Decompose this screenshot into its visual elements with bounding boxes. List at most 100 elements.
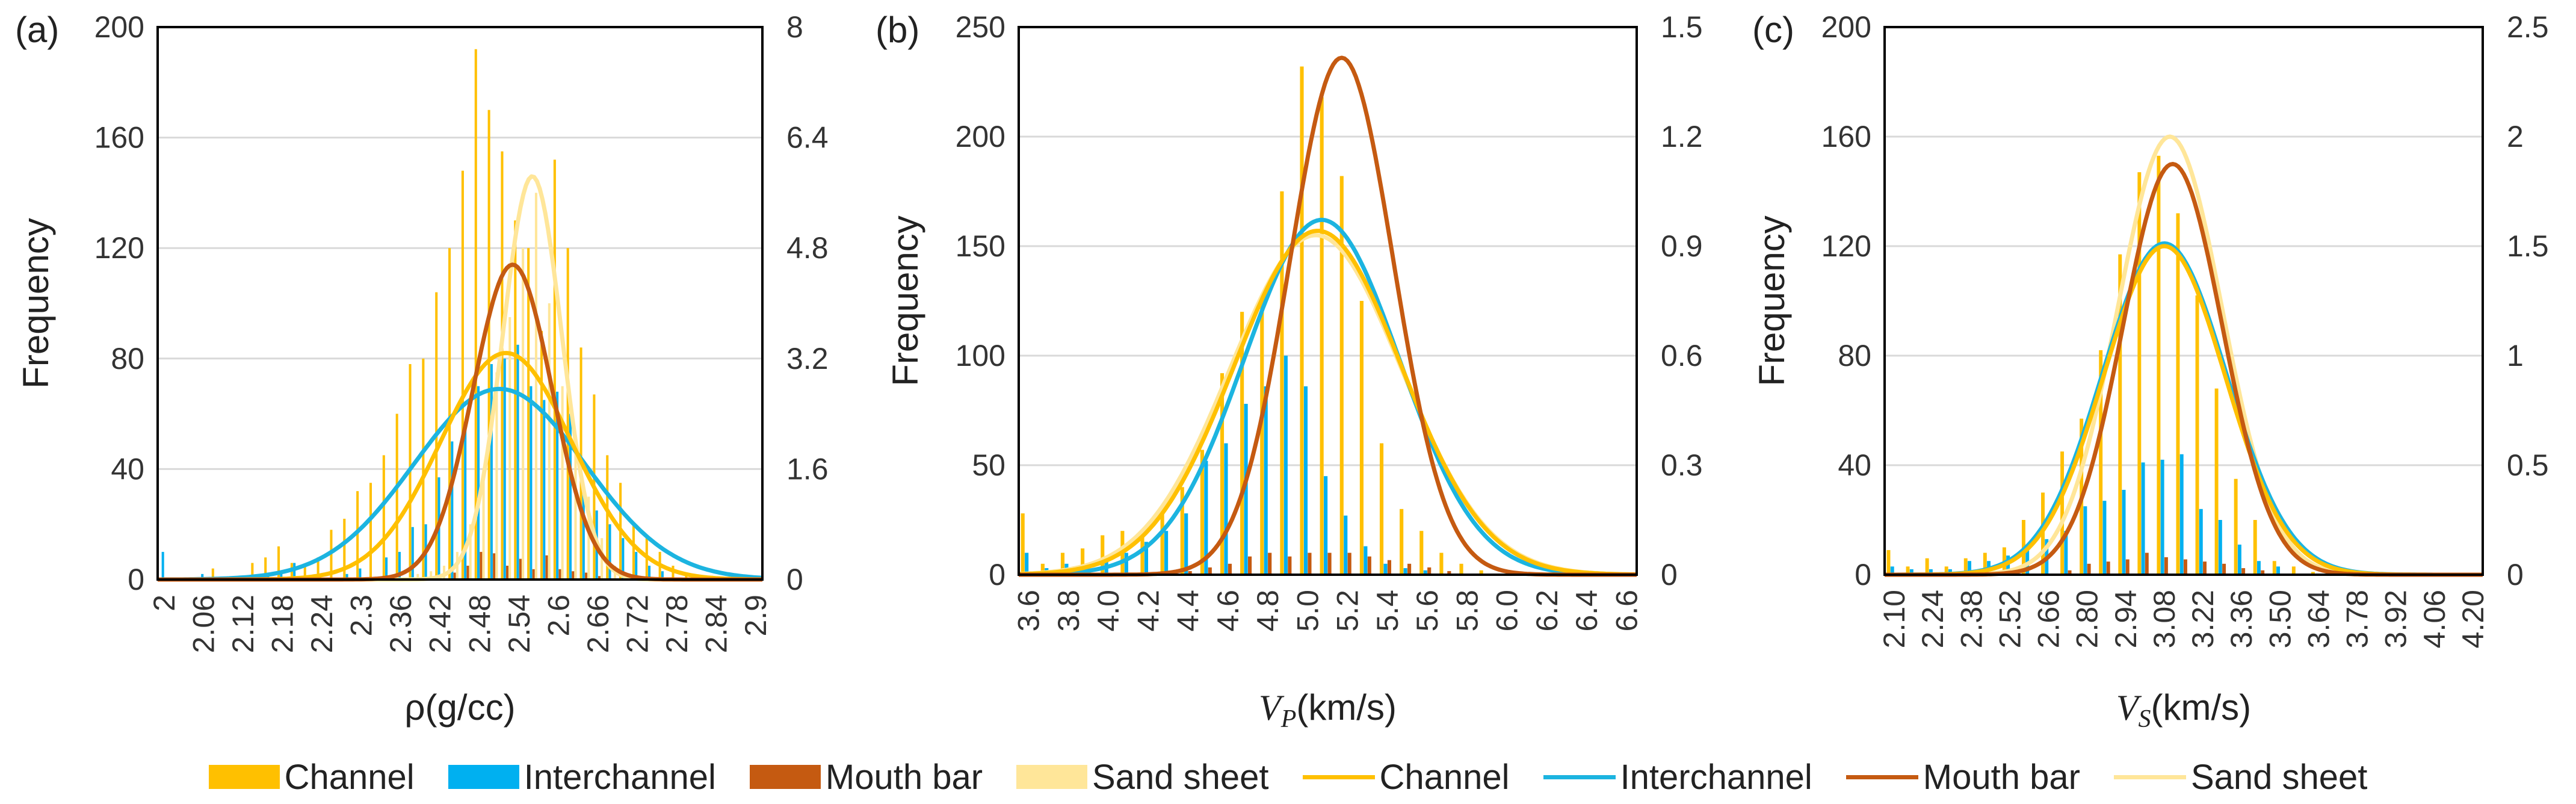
bar-interchannel xyxy=(2102,501,2107,575)
bar-channel xyxy=(1160,513,1164,575)
bar-channel xyxy=(2060,451,2065,575)
panel-label: (a) xyxy=(15,10,59,50)
fit-curve-interchannel xyxy=(1019,217,1637,577)
bar-interchannel xyxy=(1344,515,1348,575)
x-tick-label: 3.64 xyxy=(2302,590,2336,648)
bar-mouth-bar xyxy=(2261,570,2265,575)
x-tick-label: 2.3 xyxy=(345,595,378,637)
x-tick-label: 2.66 xyxy=(581,595,615,653)
bar-interchannel xyxy=(1184,513,1188,575)
bar-sand-sheet xyxy=(482,469,485,580)
x-tick-label: 2.80 xyxy=(2071,590,2104,648)
x-tick-label: 3.50 xyxy=(2263,590,2297,648)
x-tick-label: 4.0 xyxy=(1092,590,1125,632)
fit-curve-mouth-bar xyxy=(158,262,762,582)
x-tick-label: 6.6 xyxy=(1610,590,1643,632)
x-tick-label: 2.36 xyxy=(384,595,418,653)
plot-frame xyxy=(156,26,764,581)
bar-mouth-bar xyxy=(1308,552,1312,575)
bar-interchannel xyxy=(1144,542,1149,575)
bar-channel xyxy=(1240,312,1244,575)
y2-tick-label: 2.5 xyxy=(2507,10,2549,44)
bar-mouth-bar xyxy=(2203,561,2207,575)
bar-channel xyxy=(1200,450,1204,575)
bar-channel xyxy=(1419,531,1424,575)
bar-mouth-bar xyxy=(1387,560,1392,575)
legend-swatch xyxy=(1016,765,1088,789)
x-axis-label-main: V xyxy=(2116,688,2142,728)
bar-mouth-bar xyxy=(1188,571,1192,575)
bar-mouth-bar xyxy=(466,566,469,580)
bar-mouth-bar xyxy=(1407,563,1412,575)
bar-channel xyxy=(277,546,280,580)
bar-sand-sheet xyxy=(534,193,537,580)
bar-sand-sheet xyxy=(548,303,551,580)
y-tick-label: 160 xyxy=(1821,120,1871,153)
bar-interchannel xyxy=(2276,566,2281,575)
bar-mouth-bar xyxy=(1247,556,1252,575)
bar-channel xyxy=(1925,558,1929,575)
bar-channel xyxy=(1439,552,1444,575)
x-tick-label: 2.94 xyxy=(2109,590,2143,648)
plot-frame xyxy=(1018,26,1638,576)
bar-mouth-bar xyxy=(505,566,509,580)
legend-item-line-sand-sheet: Sand sheet xyxy=(2113,757,2367,797)
bar-channel xyxy=(501,151,504,580)
y-tick-label: 250 xyxy=(956,10,1005,44)
bar-mouth-bar xyxy=(1268,552,1272,575)
bar-channel xyxy=(1300,66,1304,575)
bar-channel xyxy=(2099,350,2103,575)
bar-mouth-bar xyxy=(2184,559,2187,575)
bar-interchannel xyxy=(2122,489,2126,575)
bar-channel xyxy=(1459,563,1463,575)
legend-item-line-interchannel: Interchannel xyxy=(1543,757,1812,797)
legend-swatch xyxy=(749,765,821,789)
bar-interchannel xyxy=(1364,546,1368,575)
legend-label: Channel xyxy=(1379,757,1510,797)
y2-tick-label: 0.9 xyxy=(1661,229,1703,263)
bar-interchannel xyxy=(582,488,585,580)
y-tick-label: 0 xyxy=(1855,558,1871,592)
y2-tick-label: 1 xyxy=(2507,339,2524,373)
bar-mouth-bar xyxy=(453,572,456,580)
bar-interchannel xyxy=(2025,547,2030,575)
y-tick-label: 80 xyxy=(111,342,144,376)
y2-tick-label: 1.5 xyxy=(1661,10,1703,44)
panel-2: 0 50 100 150 200 250 0 0.3 0.6 0.9 1.2 1.5 3.6 3.8 4.0… xyxy=(876,10,1703,733)
bar-channel xyxy=(382,455,385,580)
bar-interchannel xyxy=(622,538,625,580)
x-tick-label: 5.2 xyxy=(1331,590,1365,632)
x-tick-label: 2.38 xyxy=(1954,590,1988,648)
bar-channel xyxy=(303,566,306,580)
bar-mouth-bar xyxy=(2106,561,2110,575)
bar-mouth-bar xyxy=(558,569,561,580)
bar-interchannel xyxy=(516,344,519,580)
bar-channel xyxy=(1040,563,1045,575)
fit-curve-sand-sheet xyxy=(1018,233,1637,577)
x-tick-label: 6.2 xyxy=(1530,590,1564,632)
x-tick-label: 5.0 xyxy=(1291,590,1324,632)
bar-channel xyxy=(632,524,635,580)
legend-item-bar-interchannel: Interchannel xyxy=(448,757,716,797)
bar-mouth-bar xyxy=(2222,563,2226,575)
bar-interchannel xyxy=(1968,561,1971,575)
bar-interchannel xyxy=(1423,570,1427,575)
bar-interchannel xyxy=(345,574,348,580)
x-tick-label: 2.24 xyxy=(1916,590,1950,648)
bar-interchannel xyxy=(1025,552,1029,575)
bar-interchannel xyxy=(2160,459,2164,575)
bar-channel xyxy=(264,557,267,580)
legend-item-line-channel: Channel xyxy=(1302,757,1510,797)
x-tick-label: 3.78 xyxy=(2341,590,2374,648)
bar-interchannel xyxy=(451,441,454,580)
legend-swatch xyxy=(1543,775,1616,779)
legend-label: Interchannel xyxy=(524,757,716,797)
y-tick-label: 100 xyxy=(956,339,1005,373)
x-tick-label: 3.8 xyxy=(1052,590,1086,632)
bar-interchannel xyxy=(1283,356,1288,575)
bar-interchannel xyxy=(1383,563,1388,575)
bar-interchannel xyxy=(1403,568,1407,575)
bar-channel xyxy=(1886,550,1891,575)
x-tick-label: 5.6 xyxy=(1410,590,1444,632)
